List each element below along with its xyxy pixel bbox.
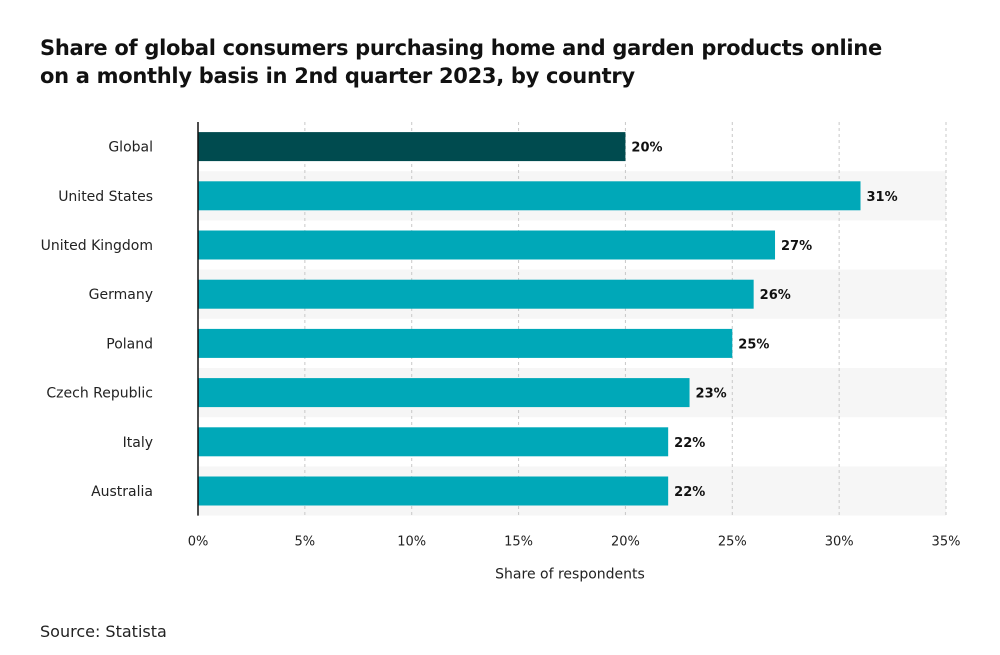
bar [198,427,669,457]
value-label: 22% [674,436,705,451]
x-tick-label: 10% [397,535,426,550]
bar [198,279,754,309]
category-label: Germany [89,287,153,303]
value-label: 25% [738,337,769,352]
category-label: Global [108,140,153,156]
category-label: Australia [91,484,153,500]
bar [198,476,669,506]
value-label: 26% [760,288,791,303]
bars [198,132,861,506]
x-tick-label: 25% [718,535,747,550]
category-label: United Kingdom [41,238,153,254]
category-label: United States [58,189,153,205]
value-label: 20% [631,141,662,156]
bar [198,328,733,358]
source-note: Source: Statista [40,622,167,641]
x-tick-label: 15% [504,535,533,550]
bar [198,181,861,211]
x-tick-label: 20% [611,535,640,550]
category-label: Czech Republic [46,386,153,402]
value-label: 27% [781,239,812,254]
value-labels: 20% 31% 27% 26% 25% 23% 22% 22% [631,141,897,500]
bar [198,230,776,260]
chart-title-line-2: on a monthly basis in 2nd quarter 2023, … [40,64,635,88]
value-label: 23% [696,387,727,402]
bar [198,378,690,408]
chart-title-line-1: Share of global consumers purchasing hom… [40,36,882,60]
x-tick-label: 30% [825,535,854,550]
chart-title: Share of global consumers purchasing hom… [40,34,940,90]
x-tick-label: 35% [932,535,961,550]
x-tick-label: 0% [188,535,209,550]
category-label: Italy [123,435,153,451]
value-label: 31% [867,190,898,205]
category-labels: Global United States United Kingdom Germany… [41,140,153,500]
category-label: Poland [106,336,153,352]
x-axis-title: Share of respondents [495,567,645,583]
value-label: 22% [674,485,705,500]
x-tick-label: 5% [295,535,316,550]
x-tick-labels: 0% 5% 10% 15% 20% 25% 30% 35% [188,535,961,550]
bar [198,132,626,162]
